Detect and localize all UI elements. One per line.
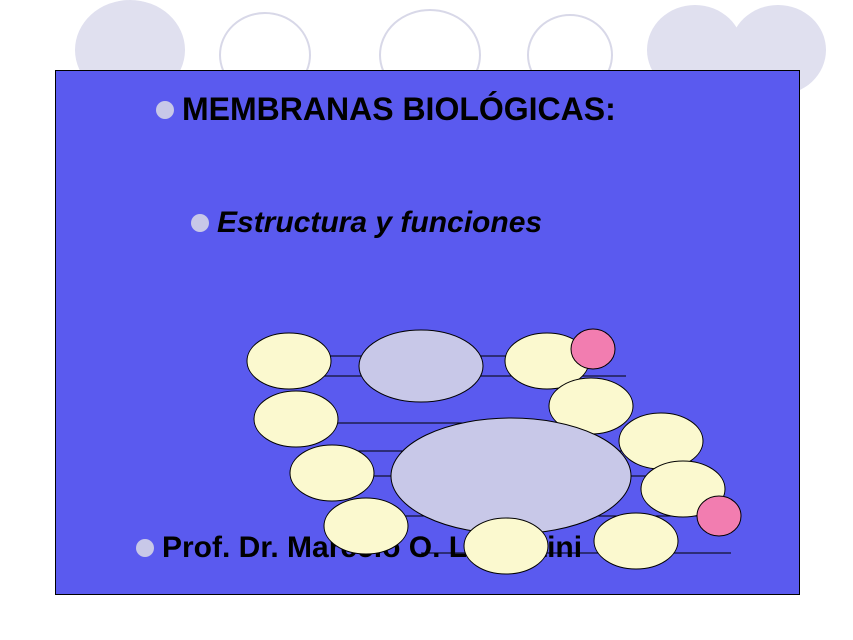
bullet-icon (136, 539, 154, 557)
slide-title: MEMBRANAS BIOLÓGICAS: (182, 91, 616, 128)
slide-subtitle: Estructura y funciones (217, 206, 542, 240)
membrane-diagram (231, 321, 751, 586)
subtitle-line: Estructura y funciones (191, 206, 542, 240)
bullet-icon (156, 101, 174, 119)
title-line: MEMBRANAS BIOLÓGICAS: (156, 91, 616, 128)
slide-body: MEMBRANAS BIOLÓGICAS: Estructura y funci… (55, 70, 800, 595)
bullet-icon (191, 214, 209, 232)
